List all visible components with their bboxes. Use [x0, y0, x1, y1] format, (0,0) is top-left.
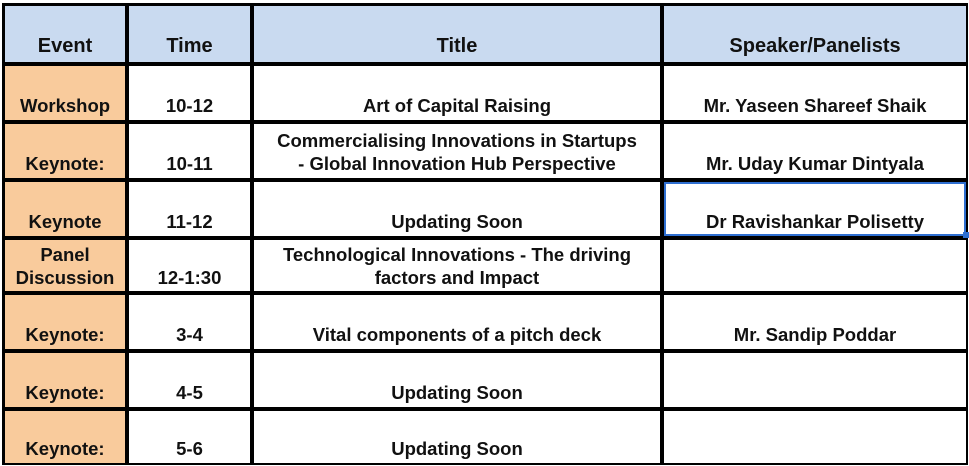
selection-fill-handle[interactable]	[963, 232, 969, 238]
row-4-event[interactable]: Panel Discussion	[5, 240, 125, 291]
row-6-title[interactable]: Updating Soon	[254, 353, 660, 407]
row-3-title[interactable]: Updating Soon	[254, 182, 660, 236]
header-speaker[interactable]: Speaker/Panelists	[664, 6, 966, 62]
row-1-event[interactable]: Workshop	[5, 66, 125, 120]
row-6-speaker[interactable]	[664, 353, 966, 407]
row-6-event[interactable]: Keynote:	[5, 353, 125, 407]
row-5-speaker[interactable]: Mr. Sandip Poddar	[664, 295, 966, 349]
row-4-time[interactable]: 12-1:30	[129, 240, 250, 291]
row-4-speaker[interactable]	[664, 240, 966, 291]
row-3-time[interactable]: 11-12	[129, 182, 250, 236]
row-7-event[interactable]: Keynote:	[5, 411, 125, 463]
row-1-title[interactable]: Art of Capital Raising	[254, 66, 660, 120]
row-4-title[interactable]: Technological Innovations - The driving …	[254, 240, 660, 291]
row-7-speaker[interactable]	[664, 411, 966, 463]
row-7-title[interactable]: Updating Soon	[254, 411, 660, 463]
header-event[interactable]: Event	[5, 6, 125, 62]
row-7-time[interactable]: 5-6	[129, 411, 250, 463]
row-5-time[interactable]: 3-4	[129, 295, 250, 349]
row-6-time[interactable]: 4-5	[129, 353, 250, 407]
row-2-title[interactable]: Commercialising Innovations in Startups …	[254, 124, 660, 178]
row-3-speaker-selected-cell[interactable]: Dr Ravishankar Polisetty	[664, 182, 966, 236]
row-1-speaker[interactable]: Mr. Yaseen Shareef Shaik	[664, 66, 966, 120]
row-2-event[interactable]: Keynote:	[5, 124, 125, 178]
row-2-speaker[interactable]: Mr. Uday Kumar Dintyala	[664, 124, 966, 178]
row-3-event[interactable]: Keynote	[5, 182, 125, 236]
header-time[interactable]: Time	[129, 6, 250, 62]
row-5-title[interactable]: Vital components of a pitch deck	[254, 295, 660, 349]
header-title[interactable]: Title	[254, 6, 660, 62]
row-1-time[interactable]: 10-12	[129, 66, 250, 120]
schedule-table: Event Time Title Speaker/Panelists Works…	[2, 3, 968, 465]
row-5-event[interactable]: Keynote:	[5, 295, 125, 349]
row-2-time[interactable]: 10-11	[129, 124, 250, 178]
